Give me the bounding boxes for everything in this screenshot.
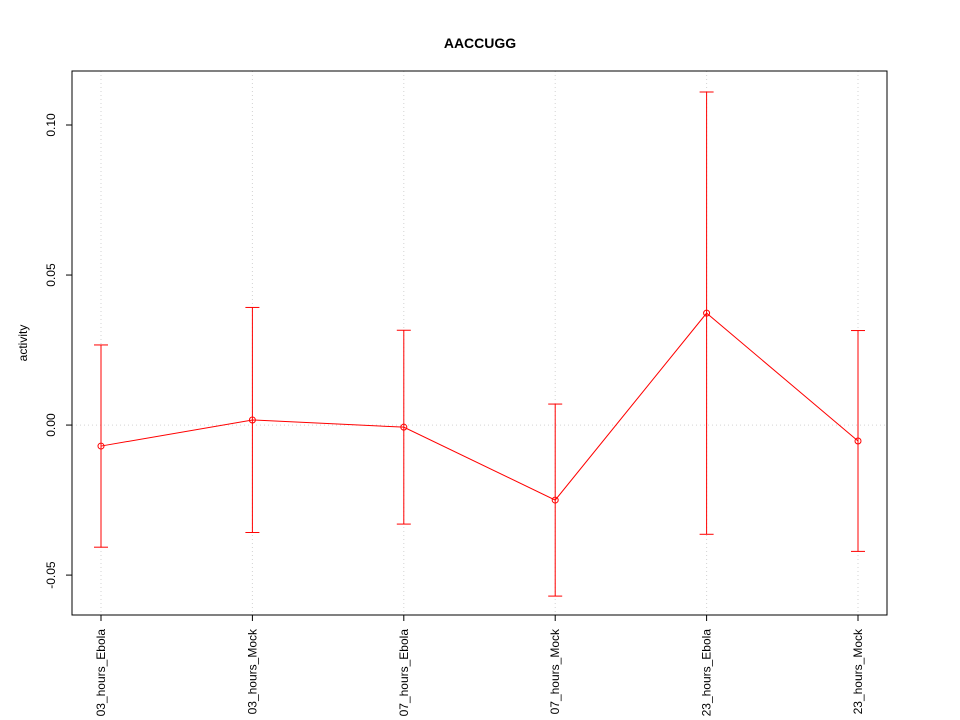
data-point	[400, 423, 408, 431]
y-tick-label: 0.00	[44, 413, 58, 437]
plot-frame	[71, 70, 888, 616]
data-point	[97, 442, 105, 450]
data-point	[854, 437, 862, 445]
x-tick-label: 23_hours_Mock	[851, 628, 865, 714]
x-tick-label: 07_hours_Ebola	[397, 629, 411, 717]
data-point	[248, 416, 256, 424]
data-point	[551, 496, 559, 504]
y-axis-label: activity	[16, 325, 30, 362]
chart-title: AACCUGG	[444, 35, 516, 51]
y-tick-label: -0.05	[44, 561, 58, 589]
x-tick-label: 03_hours_Mock	[245, 628, 259, 714]
y-tick-label: 0.10	[44, 113, 58, 137]
x-tick-label: 07_hours_Mock	[548, 628, 562, 714]
x-tick-label: 23_hours_Ebola	[700, 629, 714, 717]
data-point	[703, 309, 711, 317]
series-line	[100, 312, 859, 501]
x-tick-label: 03_hours_Ebola	[94, 629, 108, 717]
y-tick-label: 0.05	[44, 263, 58, 287]
